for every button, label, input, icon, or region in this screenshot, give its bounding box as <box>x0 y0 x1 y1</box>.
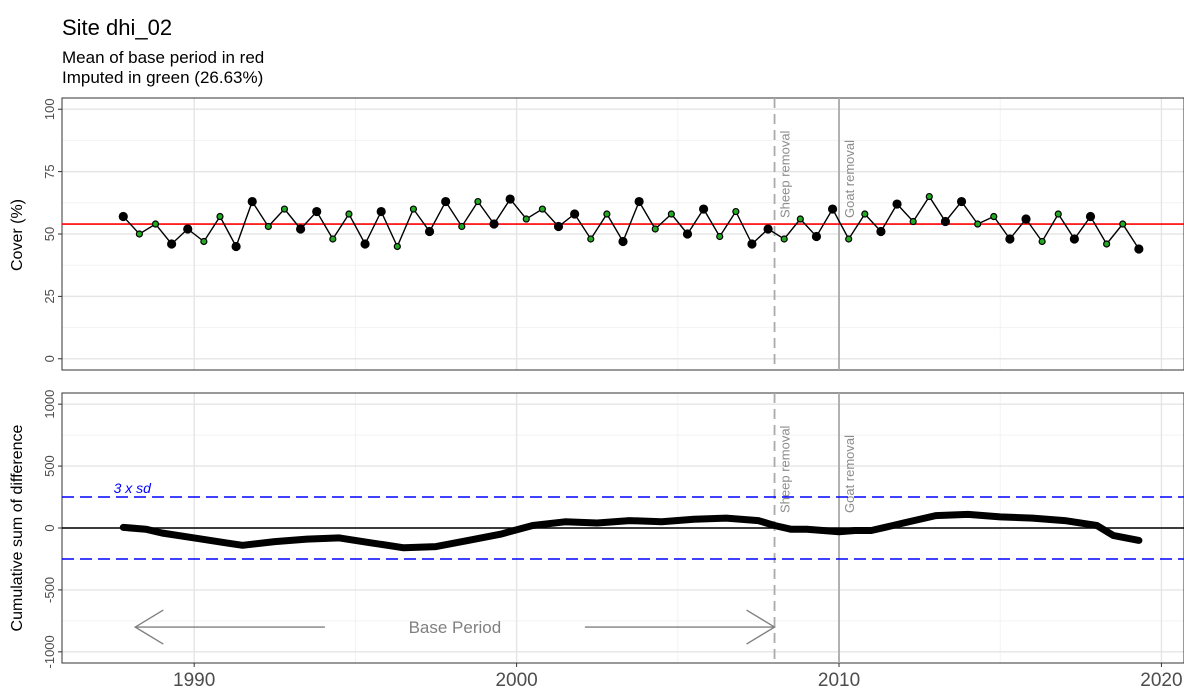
cover-imputed-point <box>393 242 401 251</box>
cover-imputed-point <box>458 222 466 231</box>
cover-imputed-point <box>861 210 869 218</box>
cusum-y-tick-label: 0 <box>42 524 57 531</box>
cover-observed-point <box>1085 211 1096 222</box>
cover-observed-point <box>1069 234 1079 244</box>
cover-imputed-point <box>716 232 724 241</box>
cover-observed-point <box>505 194 515 204</box>
x-tick-label: 2000 <box>495 670 537 691</box>
cover-observed-point <box>183 224 193 234</box>
cover-imputed-point <box>474 197 482 206</box>
cover-imputed-point <box>1119 220 1127 228</box>
cover-imputed-point <box>216 212 224 221</box>
base-period-arrowhead-left <box>133 609 164 645</box>
cover-imputed-point <box>280 205 289 213</box>
cover-y-tick-label: 50 <box>42 227 57 241</box>
cover-observed-point <box>424 226 435 237</box>
cover-panel: 0 25 50 75 100 Sheep removal Goat removal <box>42 97 1184 371</box>
cover-imputed-point <box>135 230 143 238</box>
cover-imputed-point <box>796 215 804 223</box>
cover-observed-point <box>1134 244 1144 254</box>
cover-observed-point <box>892 199 902 209</box>
x-tick-label: 1990 <box>173 670 215 691</box>
cover-imputed-point <box>200 237 208 246</box>
cusum-series-line <box>119 510 1143 552</box>
chart-subtitle-line2: Imputed in green (26.63%) <box>62 68 263 87</box>
x-tick-label: 2020 <box>1140 670 1182 691</box>
cover-imputed-point <box>409 205 418 213</box>
cusum-y-tick-label: -500 <box>42 577 57 603</box>
cover-observed-point <box>876 226 886 237</box>
cusum-panel: -1000 -500 0 500 1000 Sheep removal Goat remov… <box>42 390 1184 691</box>
cover-observed-point <box>1021 214 1031 224</box>
cusum-threshold-label: 3 x sd <box>114 480 153 496</box>
cover-observed-point <box>489 219 499 229</box>
cover-observed-point <box>699 204 709 214</box>
cover-observed-point <box>747 239 757 249</box>
x-tick-label: 2010 <box>818 670 860 691</box>
cover-observed-point <box>811 231 822 242</box>
cover-observed-point <box>827 204 838 214</box>
cover-y-tick-label: 25 <box>42 289 57 303</box>
cover-y-tick-label: 75 <box>42 164 57 178</box>
cusum-event-label: Goat removal <box>842 435 857 513</box>
cover-observed-point <box>167 239 177 249</box>
cover-observed-point <box>956 196 967 207</box>
cusum-y-tick-label: -1000 <box>42 635 57 668</box>
cusum-y-tick-label: 1000 <box>42 390 57 419</box>
cover-imputed-point <box>522 215 530 223</box>
base-period-label: Base Period <box>409 618 502 637</box>
cover-imputed-point <box>909 217 917 226</box>
cover-observed-point <box>118 211 128 222</box>
cover-imputed-point <box>587 235 595 243</box>
cover-observed-point <box>634 196 644 207</box>
cover-observed-point <box>360 239 370 249</box>
cover-imputed-point <box>845 235 853 243</box>
cover-imputed-point <box>732 207 740 216</box>
cover-observed-point <box>553 221 564 232</box>
cover-imputed-point <box>1103 240 1111 248</box>
cover-imputed-point <box>780 235 788 243</box>
cover-observed-point <box>247 196 257 207</box>
cover-imputed-point <box>974 220 982 228</box>
cover-imputed-point <box>538 205 546 213</box>
cover-imputed-point <box>1038 237 1046 246</box>
cover-imputed-point <box>151 220 160 228</box>
cover-observed-point <box>231 241 241 252</box>
cover-imputed-point <box>651 225 659 233</box>
cover-observed-point <box>295 224 306 234</box>
base-period-arrowhead-right <box>746 609 776 645</box>
cover-y-axis-label: Cover (%) <box>9 199 26 271</box>
cover-observed-point <box>763 224 773 234</box>
cover-series-line <box>122 195 1140 250</box>
cover-imputed-point <box>667 210 675 218</box>
cover-observed-point <box>376 206 386 217</box>
cover-observed-point <box>940 216 951 227</box>
cover-imputed-point <box>264 222 272 231</box>
cover-event-label: Goat removal <box>842 140 857 218</box>
cover-y-tick-label: 0 <box>42 355 57 362</box>
cover-observed-point <box>570 209 580 219</box>
chart-title: Site dhi_02 <box>62 15 172 40</box>
cover-imputed-point <box>345 210 353 218</box>
cover-imputed-point <box>990 212 998 221</box>
cusum-y-tick-label: 500 <box>42 455 57 477</box>
cover-observed-point <box>682 229 693 239</box>
cover-observed-point <box>1005 234 1015 244</box>
cover-imputed-point <box>603 210 611 218</box>
cover-event-label: Sheep removal <box>778 130 793 218</box>
cusum-y-axis-label: Cumulative sum of difference <box>9 424 26 631</box>
chart-subtitle-line1: Mean of base period in red <box>62 48 264 67</box>
cover-imputed-point <box>329 235 337 243</box>
cusum-event-label: Sheep removal <box>778 425 793 513</box>
cover-imputed-point <box>925 192 933 201</box>
cover-observed-point <box>441 196 451 207</box>
cover-imputed-point <box>1054 210 1062 218</box>
cover-observed-point <box>312 206 322 217</box>
cover-y-tick-label: 100 <box>42 98 57 120</box>
cover-observed-point <box>618 236 628 247</box>
